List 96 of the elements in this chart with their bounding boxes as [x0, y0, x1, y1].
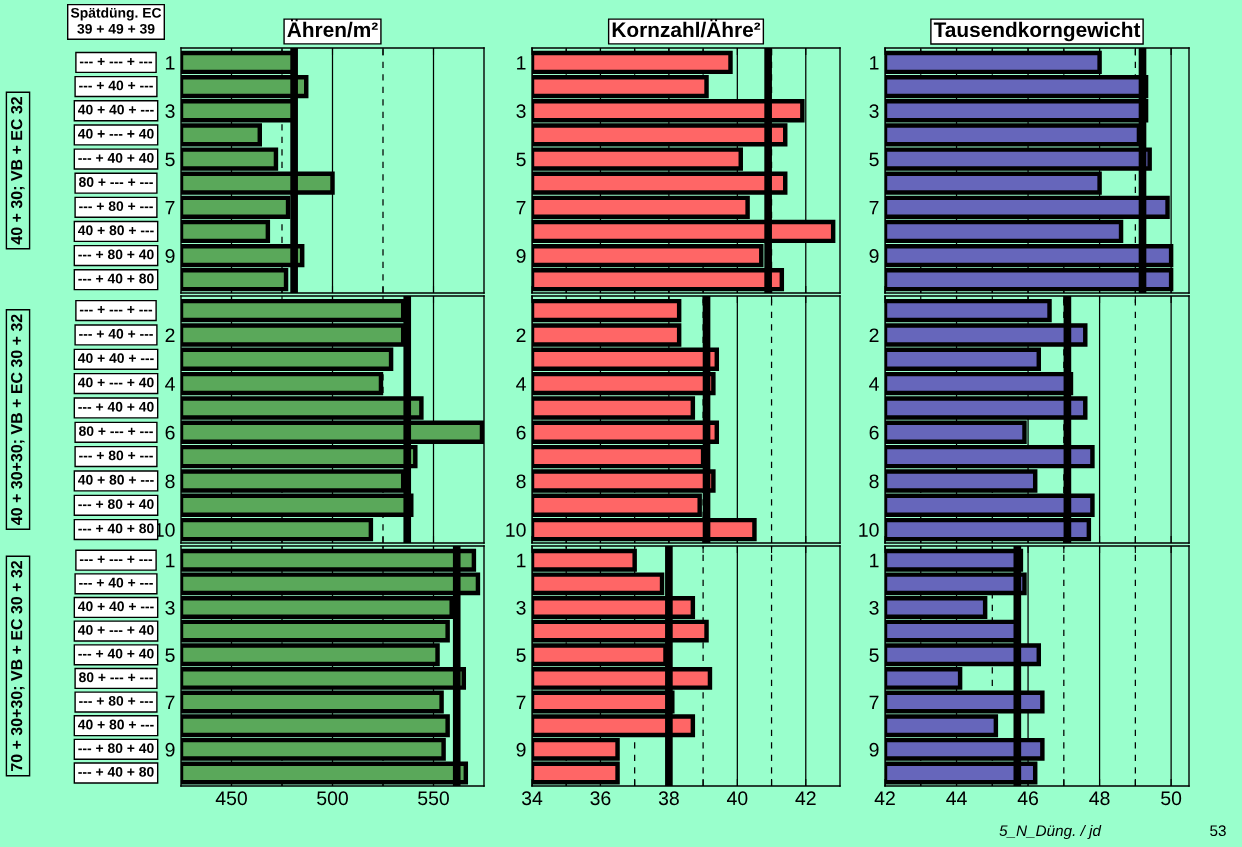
text: 80 + --- + --- [79, 426, 153, 436]
x-tick-label: 550 [418, 791, 449, 806]
x-tick-label: 44 [946, 791, 967, 805]
text: --- + --- + --- [79, 306, 153, 314]
x-tick-label: 450 [215, 791, 247, 806]
text: --- + 80 + --- [79, 450, 153, 461]
y-tick-label: 5 [516, 152, 526, 167]
y-tick-label: 3 [165, 104, 175, 118]
y-tick-label: 3 [869, 600, 879, 615]
y-tick-label: 1 [870, 553, 879, 568]
text: --- + 80 + --- [79, 201, 153, 212]
text: 70 + 30+30; VB + EC 30 + 32 [10, 560, 25, 771]
text: 40 + --- + 40 [78, 377, 154, 388]
y-tick-label: 9 [869, 249, 879, 263]
text: --- + 40 + 40 [78, 401, 154, 412]
x-tick-label: 38 [658, 791, 679, 806]
y-tick-label: 1 [517, 56, 526, 70]
y-tick-label: 9 [516, 742, 526, 757]
y-tick-label: 9 [165, 742, 175, 757]
text: --- + --- + --- [79, 57, 153, 65]
x-tick-label: 48 [1089, 791, 1110, 806]
y-tick-label: 1 [166, 553, 175, 568]
chart-title: Ähren/m² [287, 19, 378, 38]
text: 40 + 30+30; VB + EC 30 + 32 [10, 314, 25, 525]
y-tick-label: 7 [165, 200, 175, 215]
y-tick-label: 7 [165, 695, 175, 710]
y-tick-label: 6 [869, 425, 879, 440]
text: 40 + 30; VB + EC 32 [10, 97, 25, 245]
chart-title: Kornzahl/Ähre² [612, 19, 761, 38]
y-tick-label: 4 [869, 377, 879, 391]
text: --- + 80 + --- [79, 695, 153, 706]
text: --- + 40 + 40 [78, 648, 154, 659]
y-tick-label: 5 [165, 152, 175, 167]
text: 40 + 40 + --- [78, 353, 154, 363]
x-tick-label: 40 [726, 791, 748, 806]
y-tick-label: 1 [870, 56, 879, 70]
y-tick-label: 9 [165, 249, 175, 263]
x-tick-label: 36 [590, 791, 611, 806]
y-tick-label: 9 [869, 742, 879, 757]
text: 40 + --- + 40 [78, 128, 154, 139]
y-tick-label: 2 [165, 328, 175, 342]
text: 40 + --- + 40 [78, 625, 154, 635]
text: 80 + --- + --- [79, 672, 153, 683]
text: 40 + 80 + --- [78, 719, 154, 730]
y-tick-label: 3 [516, 104, 526, 118]
x-tick-label: 50 [1161, 791, 1182, 806]
text: --- + 40 + 80 [78, 766, 154, 777]
y-tick-label: 10 [859, 523, 879, 537]
text: 40 + 40 + --- [78, 104, 154, 115]
y-tick-label: 7 [516, 200, 526, 215]
x-tick-label: 34 [521, 791, 543, 806]
x-tick-label: 500 [317, 791, 348, 806]
y-tick-label: 4 [516, 377, 526, 391]
y-tick-label: 1 [166, 56, 175, 70]
y-tick-label: 8 [165, 474, 175, 489]
text: --- + 40 + 80 [78, 273, 154, 284]
x-tick-label: 42 [795, 791, 816, 805]
text: Spätdüng. EC 39 + 49 + 39 [70, 7, 162, 34]
y-tick-label: 7 [869, 200, 879, 215]
y-tick-label: 2 [869, 328, 879, 342]
y-tick-label: 3 [869, 104, 879, 118]
text: --- + 40 + --- [79, 328, 153, 339]
text: --- + 80 + 40 [78, 499, 154, 510]
text: 5_N_Düng. / jd [999, 824, 1102, 840]
text: 40 + 80 + --- [78, 474, 154, 485]
text: 53 [1210, 825, 1226, 837]
y-tick-label: 3 [165, 600, 175, 615]
text: --- + --- + --- [79, 555, 153, 563]
x-tick-label: 42 [874, 791, 895, 805]
text: 40 + 40 + --- [78, 601, 154, 612]
y-tick-label: 2 [516, 328, 526, 342]
y-tick-label: 10 [506, 523, 526, 537]
chart-title: Tausendkorngewicht [933, 21, 1141, 42]
y-tick-label: 8 [516, 474, 526, 489]
y-tick-label: 6 [516, 425, 526, 440]
y-tick-label: 4 [165, 377, 175, 391]
y-tick-label: 3 [516, 600, 526, 615]
text: --- + 80 + 40 [78, 743, 154, 754]
text: --- + 40 + --- [79, 577, 153, 588]
y-tick-label: 7 [869, 695, 879, 710]
y-tick-label: 5 [869, 152, 879, 167]
text: 40 + 80 + --- [78, 225, 154, 236]
text: --- + 40 + 80 [78, 523, 154, 534]
y-tick-label: 8 [869, 474, 879, 489]
x-tick-label: 46 [1017, 791, 1039, 806]
y-tick-label: 5 [516, 648, 526, 663]
text: --- + 80 + 40 [78, 249, 154, 260]
y-tick-label: 5 [869, 648, 879, 663]
y-tick-label: 6 [165, 425, 175, 440]
text: --- + 40 + 40 [78, 152, 154, 163]
y-tick-label: 7 [516, 695, 526, 710]
y-tick-label: 5 [165, 648, 175, 663]
y-tick-label: 1 [517, 553, 526, 568]
y-tick-label: 9 [516, 249, 526, 263]
text: --- + 40 + --- [79, 80, 153, 91]
text: 80 + --- + --- [79, 177, 153, 187]
